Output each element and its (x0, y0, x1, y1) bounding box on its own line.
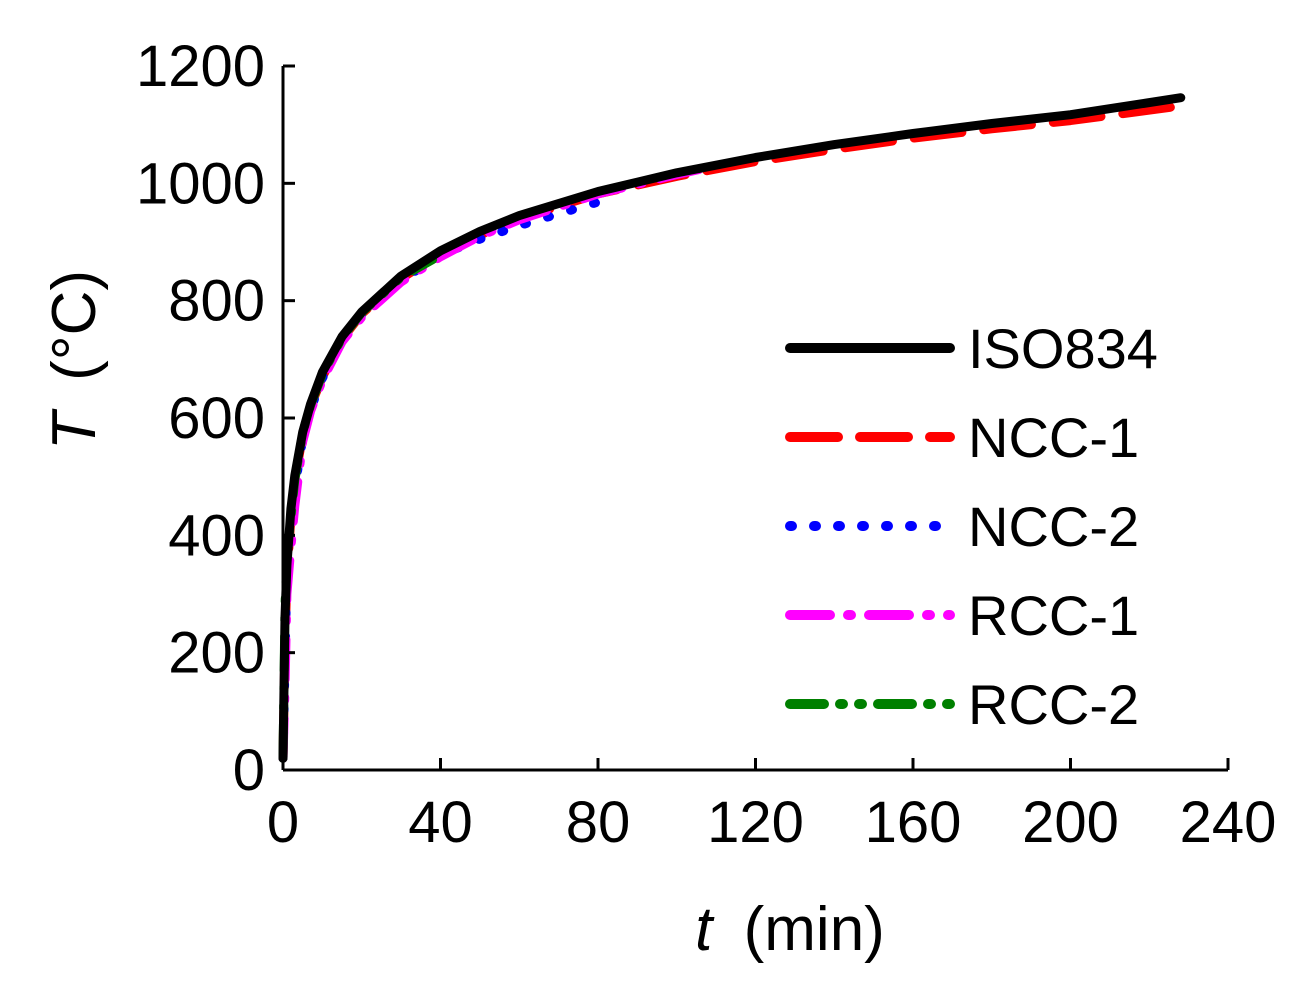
series-line-rcc-1 (278, 161, 721, 763)
x-tick-label: 80 (566, 790, 631, 855)
series-layer (278, 93, 1186, 763)
series-line-ncc-2 (278, 197, 603, 763)
legend-label-rcc-1: RCC-1 (968, 584, 1139, 647)
y-axis-variable: T (40, 408, 109, 450)
x-tick-label: 40 (408, 790, 473, 855)
x-axis-variable: t (695, 895, 715, 964)
x-tick-label: 160 (865, 790, 962, 855)
y-axis-title: T (°C) (40, 270, 109, 450)
y-tick-label: 1200 (136, 34, 265, 99)
x-tick-label: 120 (707, 790, 804, 855)
x-axis-title: t (min) (695, 895, 885, 964)
ticks-layer: 0 40 80 120 160 200 240 0 200 400 600 800 1000 1200 (136, 34, 1276, 855)
y-tick-label: 400 (168, 503, 265, 568)
y-tick-label: 1000 (136, 151, 265, 216)
x-axis-unit: (min) (744, 895, 885, 964)
x-tick-label: 240 (1180, 790, 1277, 855)
legend-label-ncc-1: NCC-1 (968, 406, 1139, 469)
y-tick-label: 600 (168, 386, 265, 451)
legend-label-ncc-2: NCC-2 (968, 495, 1139, 558)
series-line-rcc-2 (278, 255, 438, 763)
legend-label-iso834: ISO834 (968, 317, 1158, 380)
y-tick-label: 800 (168, 269, 265, 334)
legend-label-rcc-2: RCC-2 (968, 673, 1139, 736)
y-tick-label: 0 (233, 738, 265, 803)
y-axis-unit: (°C) (40, 270, 109, 381)
y-tick-label: 200 (168, 621, 265, 686)
x-tick-label: 200 (1022, 790, 1119, 855)
x-tick-label: 0 (267, 790, 299, 855)
series-line-iso834 (278, 93, 1186, 763)
legend: ISO834 NCC-1 NCC-2 RCC-1 RCC-2 (785, 317, 1158, 736)
